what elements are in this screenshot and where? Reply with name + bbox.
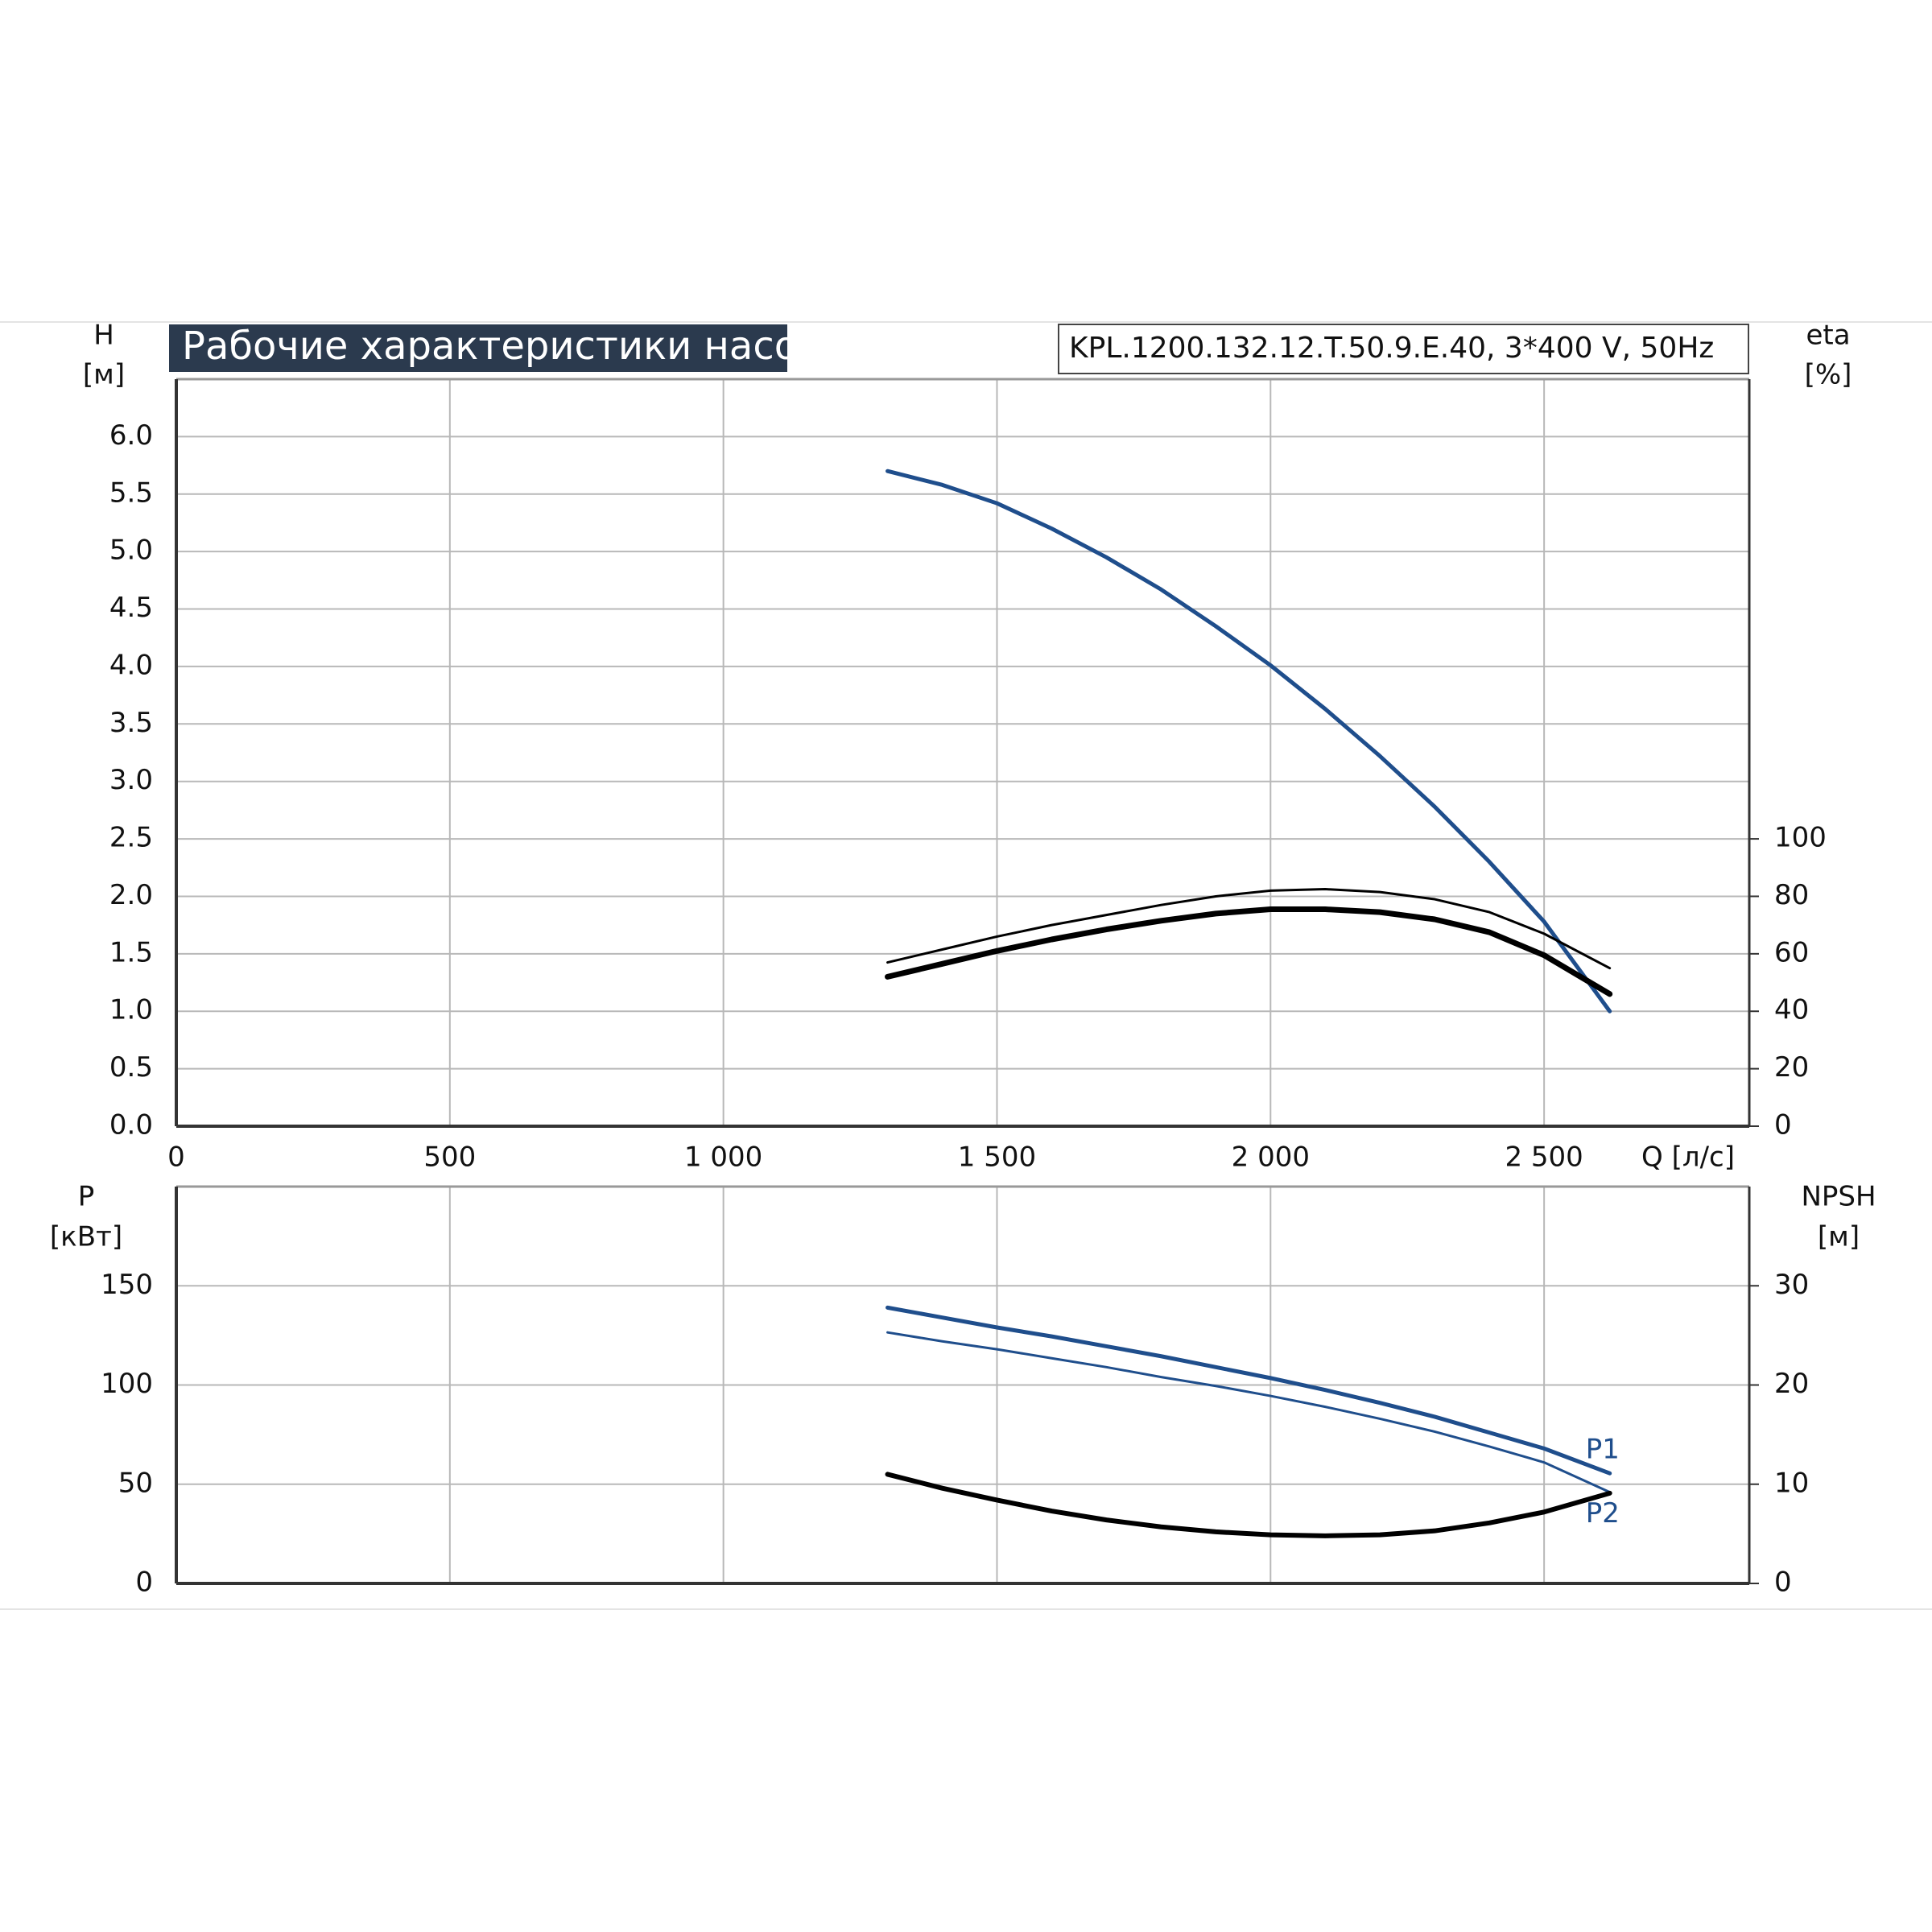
model-box: [1058, 324, 1749, 374]
y2-tick-label: 10: [1774, 1467, 1809, 1499]
series-line: [886, 1331, 1612, 1494]
y2-axis-label: NPSH: [1801, 1181, 1876, 1213]
title-box: [169, 324, 787, 372]
y2-axis-unit: [м]: [1818, 1221, 1860, 1253]
y2-tick-label: 30: [1774, 1269, 1809, 1301]
y-tick-label: 2.0: [109, 879, 153, 911]
y-tick-label: 5.5: [109, 477, 153, 509]
y-tick-label: 0: [135, 1567, 153, 1599]
y-tick-label: 4.0: [109, 649, 153, 681]
x-axis-label: Q [л/с]: [1641, 1141, 1735, 1174]
series-label: P2: [1586, 1497, 1620, 1530]
y-tick-label: 5.0: [109, 535, 153, 567]
y-axis-unit: [м]: [83, 359, 125, 391]
y-tick-label: 1.0: [109, 994, 153, 1026]
y-tick-label: 1.5: [109, 936, 153, 968]
series-line: [886, 888, 1612, 970]
y-tick-label: 2.5: [109, 822, 153, 854]
y2-axis-label: eta: [1806, 320, 1850, 352]
y2-tick-label: 0: [1774, 1567, 1792, 1599]
model-label: KPL.1200.132.12.T.50.9.E.40, 3*400 V, 50…: [1069, 332, 1714, 365]
y-tick-label: 3.0: [109, 764, 153, 796]
x-tick-label: 2 000: [1232, 1141, 1310, 1174]
y-axis-label: P: [78, 1181, 95, 1213]
x-tick-label: 0: [167, 1141, 185, 1174]
series-line: [886, 469, 1612, 1013]
series-line: [885, 906, 1613, 997]
y-tick-label: 6.0: [109, 419, 153, 452]
y-tick-label: 100: [101, 1368, 153, 1400]
y2-tick-label: 80: [1774, 879, 1809, 911]
y2-tick-label: 20: [1774, 1051, 1809, 1084]
y2-axis-unit: [%]: [1805, 359, 1852, 391]
y-tick-label: 150: [101, 1269, 153, 1301]
y-tick-label: 50: [118, 1467, 153, 1499]
x-tick-label: 2 500: [1505, 1141, 1583, 1174]
series-line: [886, 1305, 1612, 1476]
x-tick-label: 500: [423, 1141, 476, 1174]
y2-tick-label: 60: [1774, 936, 1809, 968]
y2-tick-label: 100: [1774, 822, 1827, 854]
y2-tick-label: 0: [1774, 1109, 1792, 1141]
y-axis-unit: [кВт]: [50, 1221, 122, 1253]
x-tick-label: 1 000: [684, 1141, 762, 1174]
y-axis-label: H: [93, 320, 114, 352]
y-tick-label: 4.5: [109, 592, 153, 624]
y2-tick-label: 40: [1774, 994, 1809, 1026]
y-tick-label: 0.0: [109, 1109, 153, 1141]
series-label: P1: [1586, 1434, 1620, 1466]
chart-title: Рабочие характеристики насоса: [182, 324, 843, 369]
y-tick-label: 0.5: [109, 1051, 153, 1084]
x-tick-label: 1 500: [958, 1141, 1036, 1174]
series-line: [885, 1472, 1612, 1538]
y2-tick-label: 20: [1774, 1368, 1809, 1400]
y-tick-label: 3.5: [109, 707, 153, 739]
